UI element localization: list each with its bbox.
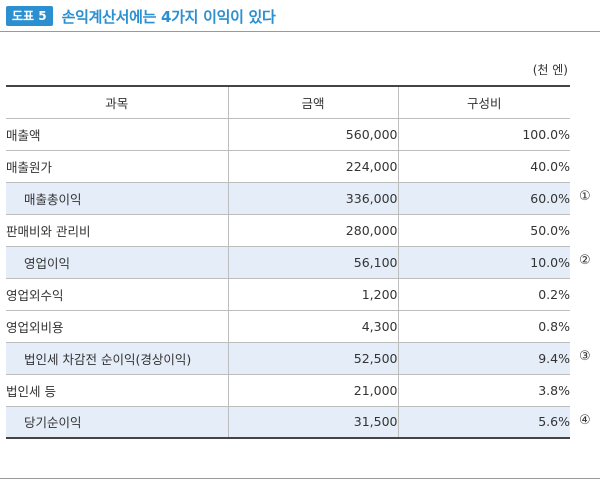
table-row: 매출총이익 336,000 60.0% (6, 181, 570, 215)
figure-header: 도표 5 손익계산서에는 4가지 이익이 있다 (6, 6, 276, 26)
column-header-ratio: 구성비 (397, 85, 570, 119)
table-row: 판매비와 관리비 280,000 50.0% (6, 213, 570, 247)
figure-title: 손익계산서에는 4가지 이익이 있다 (61, 7, 276, 26)
row-amount-cell: 4,300 (227, 309, 399, 343)
table-row: 법인세 차감전 순이익(경상이익) 52,500 9.4% (6, 341, 570, 375)
row-ratio-cell: 3.8% (397, 373, 570, 407)
row-ratio-cell: 10.0% (397, 245, 570, 279)
row-ratio-cell: 5.6% (397, 405, 570, 439)
row-amount-cell: 336,000 (227, 181, 399, 215)
column-header-amount: 금액 (227, 85, 399, 119)
row-amount-cell: 560,000 (227, 117, 399, 151)
table-header-row: 과목 금액 구성비 (6, 85, 570, 119)
row-ratio-cell: 100.0% (397, 117, 570, 151)
table-row: 영업외수익 1,200 0.2% (6, 277, 570, 311)
row-amount-cell: 56,100 (227, 245, 399, 279)
top-divider (0, 31, 600, 32)
table-row: 영업이익 56,100 10.0% (6, 245, 570, 279)
row-marker: ④ (579, 413, 591, 428)
row-amount-cell: 1,200 (227, 277, 399, 311)
row-name-cell: 매출총이익 (6, 181, 229, 215)
column-header-item: 과목 (6, 85, 229, 119)
row-name-cell: 판매비와 관리비 (6, 213, 229, 247)
row-ratio-cell: 0.2% (397, 277, 570, 311)
row-marker: ③ (579, 349, 591, 364)
row-name-cell: 법인세 등 (6, 373, 229, 407)
row-amount-cell: 31,500 (227, 405, 399, 439)
income-statement-table: 과목 금액 구성비 매출액 560,000 100.0% 매출원가 224,000 40.… (6, 85, 570, 439)
table-row: 당기순이익 31,500 5.6% (6, 405, 570, 439)
row-marker: ① (579, 189, 591, 204)
row-name-cell: 영업이익 (6, 245, 229, 279)
row-ratio-cell: 9.4% (397, 341, 570, 375)
figure-tag: 도표 5 (6, 6, 53, 26)
row-name-cell: 당기순이익 (6, 405, 229, 439)
table-row: 매출액 560,000 100.0% (6, 117, 570, 151)
bottom-divider (0, 478, 600, 479)
row-ratio-cell: 0.8% (397, 309, 570, 343)
row-name-cell: 법인세 차감전 순이익(경상이익) (6, 341, 229, 375)
row-amount-cell: 21,000 (227, 373, 399, 407)
row-ratio-cell: 40.0% (397, 149, 570, 183)
table-row: 영업외비용 4,300 0.8% (6, 309, 570, 343)
table-row: 매출원가 224,000 40.0% (6, 149, 570, 183)
unit-note: (천 엔) (532, 63, 568, 77)
row-marker: ② (579, 253, 591, 268)
row-ratio-cell: 50.0% (397, 213, 570, 247)
row-name-cell: 매출액 (6, 117, 229, 151)
row-name-cell: 매출원가 (6, 149, 229, 183)
row-amount-cell: 224,000 (227, 149, 399, 183)
table-row: 법인세 등 21,000 3.8% (6, 373, 570, 407)
row-name-cell: 영업외수익 (6, 277, 229, 311)
row-name-cell: 영업외비용 (6, 309, 229, 343)
row-ratio-cell: 60.0% (397, 181, 570, 215)
row-amount-cell: 280,000 (227, 213, 399, 247)
row-amount-cell: 52,500 (227, 341, 399, 375)
